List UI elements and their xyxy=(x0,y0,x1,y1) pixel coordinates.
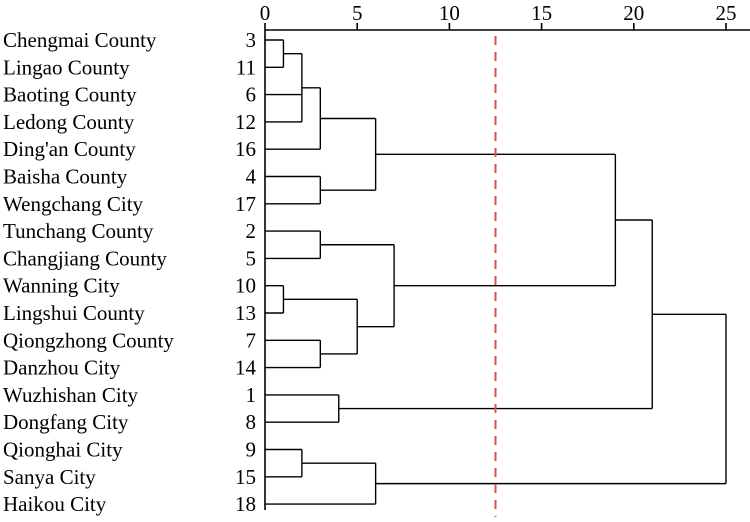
leaf-id-label: 10 xyxy=(235,274,256,298)
leaf-id-label: 14 xyxy=(235,356,257,380)
dendrogram-links xyxy=(265,39,727,505)
leaf-id-label: 17 xyxy=(235,192,256,216)
leaf-id-label: 2 xyxy=(246,219,257,243)
leaf-id-label: 18 xyxy=(235,492,256,516)
leaf-id-label: 1 xyxy=(246,383,257,407)
leaf-name-label: Chengmai County xyxy=(3,28,157,52)
leaf-id-label: 9 xyxy=(246,438,257,462)
leaf-id-label: 11 xyxy=(236,55,256,79)
x-tick-label: 10 xyxy=(439,1,460,25)
leaf-name-label: Ding'an County xyxy=(3,137,136,161)
leaf-name-label: Baoting County xyxy=(3,83,137,107)
x-tick-label: 25 xyxy=(716,1,737,25)
leaf-name-label: Haikou City xyxy=(3,492,107,516)
leaf-id-label: 6 xyxy=(246,83,257,107)
leaf-name-label: Ledong County xyxy=(3,110,135,134)
x-tick-label: 20 xyxy=(623,1,644,25)
leaf-name-label: Dongfang City xyxy=(3,410,129,434)
leaf-name-label: Qionghai City xyxy=(3,438,123,462)
x-tick-label: 0 xyxy=(260,1,271,25)
leaf-id-label: 5 xyxy=(246,246,257,270)
leaf-id-label: 4 xyxy=(246,165,257,189)
leaf-id-label: 7 xyxy=(246,328,257,352)
leaf-id-label: 15 xyxy=(235,465,256,489)
leaf-name-label: Wanning City xyxy=(3,274,120,298)
x-axis: 0 5 10 15 20 25 xyxy=(260,1,750,510)
leaf-id-label: 12 xyxy=(235,110,256,134)
leaf-name-label: Lingshui County xyxy=(3,301,145,325)
leaf-name-label: Sanya City xyxy=(3,465,96,489)
leaf-id-label: 13 xyxy=(235,301,256,325)
x-tick-label: 5 xyxy=(352,1,363,25)
leaf-id-label: 16 xyxy=(235,137,256,161)
leaf-name-label: Danzhou City xyxy=(3,356,121,380)
leaf-name-label: Changjiang County xyxy=(3,246,167,270)
x-tick-label: 15 xyxy=(531,1,552,25)
leaf-name-label: Wuzhishan City xyxy=(3,383,139,407)
leaf-name-label: Lingao County xyxy=(3,55,130,79)
leaf-name-label: Qiongzhong County xyxy=(3,328,174,352)
leaf-name-label: Wengchang City xyxy=(3,192,144,216)
leaf-name-label: Baisha County xyxy=(3,165,128,189)
leaf-labels: Chengmai County 3 Lingao County 11 Baoting C… xyxy=(3,28,257,516)
leaf-id-label: 3 xyxy=(246,28,257,52)
leaf-id-label: 8 xyxy=(246,410,257,434)
leaf-name-label: Tunchang County xyxy=(3,219,154,243)
